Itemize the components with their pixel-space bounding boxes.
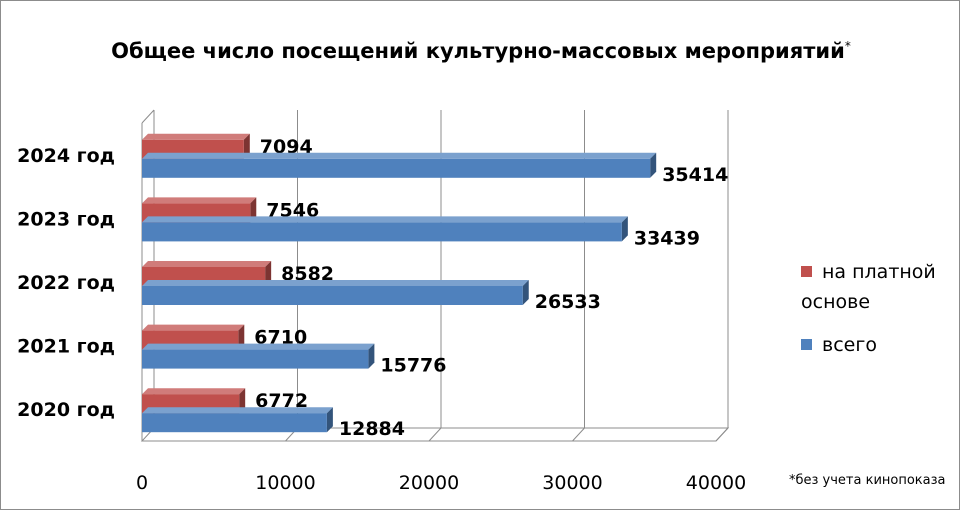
legend-item-total: всего xyxy=(801,330,877,360)
y-category-label: 2020 год xyxy=(17,399,115,421)
bar-total-side xyxy=(522,280,529,305)
legend-item-paid: на платной основе xyxy=(801,257,936,317)
chart-title-note: * xyxy=(844,39,851,53)
data-label-total: 33439 xyxy=(634,227,700,249)
bar-total xyxy=(142,286,523,305)
bar-paid-side xyxy=(265,261,272,286)
bar-total xyxy=(142,349,369,369)
bar-total-side xyxy=(326,407,333,433)
gridline-floor xyxy=(428,427,442,442)
legend-label-total: всего xyxy=(822,334,877,356)
data-label-paid: 8582 xyxy=(281,263,334,285)
x-tick-label: 40000 xyxy=(686,472,746,494)
bar-total-side xyxy=(650,152,657,178)
bar-paid-top xyxy=(142,324,245,331)
bar-total-top xyxy=(142,343,375,350)
bar-total xyxy=(142,158,651,178)
y-category-label: 2023 год xyxy=(17,208,115,230)
data-label-paid: 7546 xyxy=(266,199,319,221)
bar-total-top xyxy=(142,280,529,286)
bar-total-side xyxy=(368,343,375,369)
bar-paid-side xyxy=(243,133,250,159)
y-category-label: 2021 год xyxy=(17,336,115,358)
bar-paid-side xyxy=(238,324,245,350)
data-label-paid: 6710 xyxy=(254,327,307,349)
footnote: *без учета кинопоказа xyxy=(789,473,946,488)
data-label-paid: 6772 xyxy=(255,390,308,412)
data-label-total: 15776 xyxy=(380,355,446,377)
bar-paid-top xyxy=(142,261,272,267)
bar-total-top xyxy=(142,407,333,414)
legend-label-paid-line2: основе xyxy=(801,291,871,313)
bar-total xyxy=(142,413,327,433)
legend-label-paid-line1: на платной xyxy=(822,261,936,283)
y-category-label: 2022 год xyxy=(17,272,115,294)
bar-total-top xyxy=(142,216,628,223)
gridline-floor xyxy=(572,427,585,442)
bar-paid-side xyxy=(239,388,246,414)
data-label-total: 35414 xyxy=(662,164,728,186)
bar-paid-top xyxy=(142,388,246,395)
y-category-label: 2024 год xyxy=(17,145,115,167)
bar-paid-top xyxy=(142,133,250,140)
bar-paid-top xyxy=(142,197,257,204)
data-label-paid: 7094 xyxy=(260,136,313,158)
data-label-total: 12884 xyxy=(339,418,405,440)
x-tick-label: 20000 xyxy=(399,472,459,494)
chart-title-text: Общее число посещений культурно-массовых… xyxy=(111,39,845,63)
x-tick-label: 0 xyxy=(136,472,148,494)
data-label-total: 26533 xyxy=(535,291,601,313)
legend-swatch-total xyxy=(801,339,812,350)
bar-total-top xyxy=(142,152,657,159)
bar-total xyxy=(142,222,622,242)
bar-total-side xyxy=(621,216,628,242)
side-wall-top-edge xyxy=(141,109,155,124)
x-tick-label: 10000 xyxy=(255,472,315,494)
chart-title: Общее число посещений культурно-массовых… xyxy=(1,39,959,63)
gridline-floor xyxy=(715,427,729,442)
legend-swatch-paid xyxy=(801,266,812,277)
x-tick-label: 30000 xyxy=(542,472,602,494)
bar-paid-side xyxy=(250,197,257,223)
